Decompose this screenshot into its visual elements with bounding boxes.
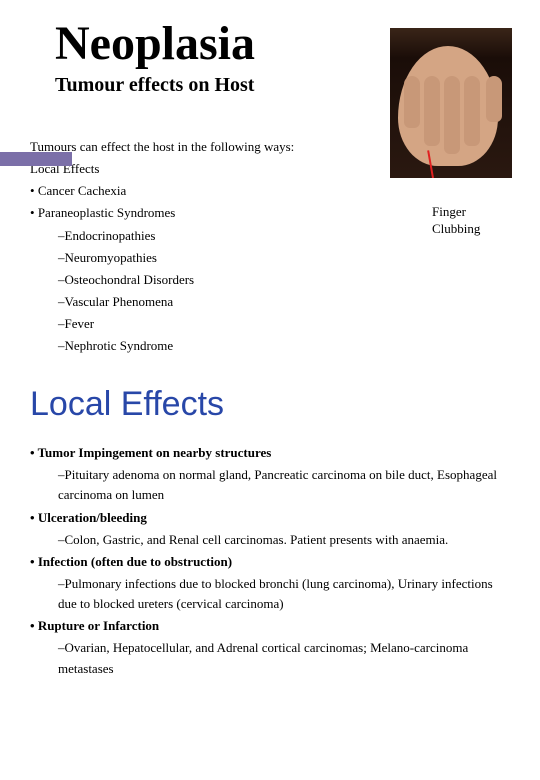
sub-label: Neuromyopathies	[65, 250, 157, 265]
caption-line-2: Clubbing	[432, 221, 480, 236]
content-area: Tumours can effect the host in the follo…	[0, 97, 540, 679]
clinical-photo	[390, 28, 512, 178]
sub-item: Neuromyopathies	[30, 248, 510, 268]
effect-heading: Tumor Impingement on nearby structures	[30, 443, 510, 463]
effect-label: Infection (often due to obstruction)	[38, 554, 232, 569]
sub-label: Nephrotic Syndrome	[65, 338, 174, 353]
sub-label: Fever	[65, 316, 95, 331]
sub-label: Endocrinopathies	[65, 228, 156, 243]
effect-label: Rupture or Infarction	[38, 618, 159, 633]
caption-line-1: Finger	[432, 204, 466, 219]
effect-detail: Ovarian, Hepatocellular, and Adrenal cor…	[30, 638, 510, 678]
effect-label: Ulceration/bleeding	[38, 510, 147, 525]
effect-label: Tumor Impingement on nearby structures	[38, 445, 272, 460]
detail-text: Colon, Gastric, and Renal cell carcinoma…	[65, 532, 449, 547]
effect-detail: Pulmonary infections due to blocked bron…	[30, 574, 510, 614]
bullet-label: Paraneoplastic Syndromes	[38, 205, 176, 220]
detail-text: Pulmonary infections due to blocked bron…	[58, 576, 493, 611]
sub-label: Vascular Phenomena	[65, 294, 174, 309]
effect-detail: Colon, Gastric, and Renal cell carcinoma…	[30, 530, 510, 550]
sub-item: Nephrotic Syndrome	[30, 336, 510, 356]
sub-item: Vascular Phenomena	[30, 292, 510, 312]
accent-bar	[0, 152, 72, 166]
section-heading: Local Effects	[30, 378, 510, 431]
effect-heading: Ulceration/bleeding	[30, 508, 510, 528]
detail-text: Pituitary adenoma on normal gland, Pancr…	[58, 467, 497, 502]
effect-heading: Infection (often due to obstruction)	[30, 552, 510, 572]
image-caption: Finger Clubbing	[432, 204, 512, 238]
sub-item: Osteochondral Disorders	[30, 270, 510, 290]
list-item: Cancer Cachexia	[30, 181, 510, 201]
sub-item: Fever	[30, 314, 510, 334]
fingers-shape	[404, 76, 502, 154]
bullet-label: Cancer Cachexia	[38, 183, 126, 198]
effect-detail: Pituitary adenoma on normal gland, Pancr…	[30, 465, 510, 505]
sub-label: Osteochondral Disorders	[65, 272, 195, 287]
effect-heading: Rupture or Infarction	[30, 616, 510, 636]
detail-text: Ovarian, Hepatocellular, and Adrenal cor…	[58, 640, 468, 675]
